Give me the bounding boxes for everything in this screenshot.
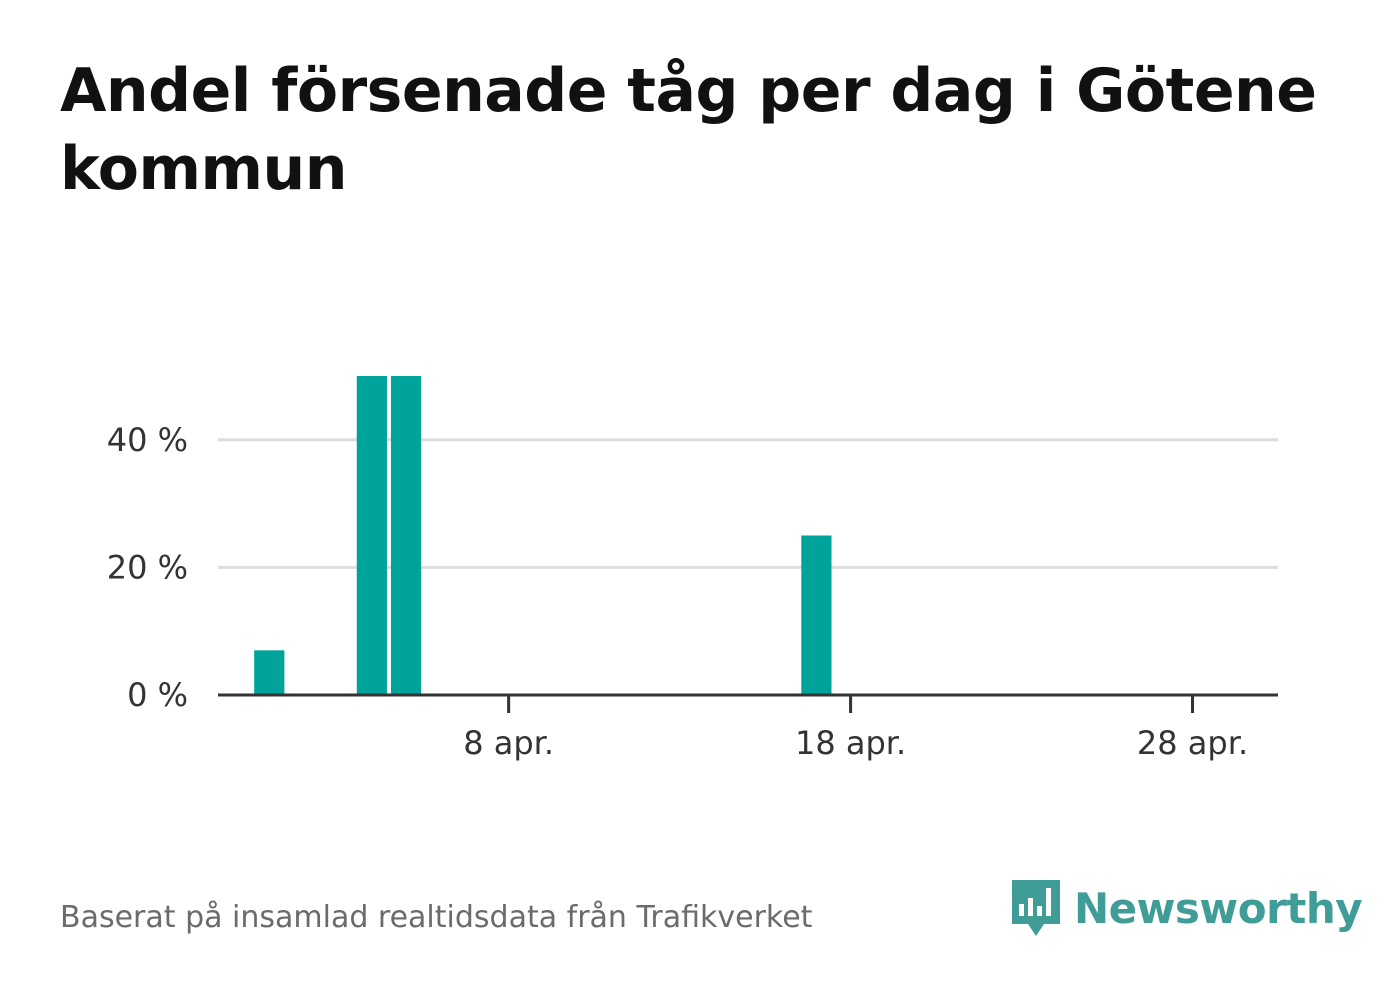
y-tick-label: 0 % bbox=[127, 676, 188, 714]
x-tick-label: 8 apr. bbox=[463, 724, 554, 762]
bar-chart-speech-bubble-icon bbox=[1012, 880, 1060, 936]
brand-name: Newsworthy bbox=[1074, 883, 1363, 933]
source-note: Baserat på insamlad realtidsdata från Tr… bbox=[60, 900, 813, 935]
bar bbox=[356, 376, 387, 695]
y-axis: 0 % 20 % 40 % bbox=[107, 421, 188, 714]
x-tick-label: 18 apr. bbox=[795, 724, 906, 762]
bar bbox=[390, 376, 422, 695]
chart-title: Andel försenade tåg per dag i Götene kom… bbox=[60, 56, 1317, 204]
y-tick-label: 20 % bbox=[107, 548, 188, 586]
y-tick-label: 40 % bbox=[107, 421, 188, 459]
bar bbox=[254, 650, 285, 695]
x-axis: 8 apr. 18 apr. 28 apr. bbox=[218, 693, 1278, 762]
newsworthy-logo: Newsworthy bbox=[1010, 878, 1363, 938]
bars bbox=[254, 376, 832, 695]
x-tick-label: 28 apr. bbox=[1137, 724, 1248, 762]
bar-chart: 0 % 20 % 40 % 8 apr. 18 apr. 28 apr. bbox=[107, 376, 1278, 762]
bar bbox=[801, 535, 832, 695]
